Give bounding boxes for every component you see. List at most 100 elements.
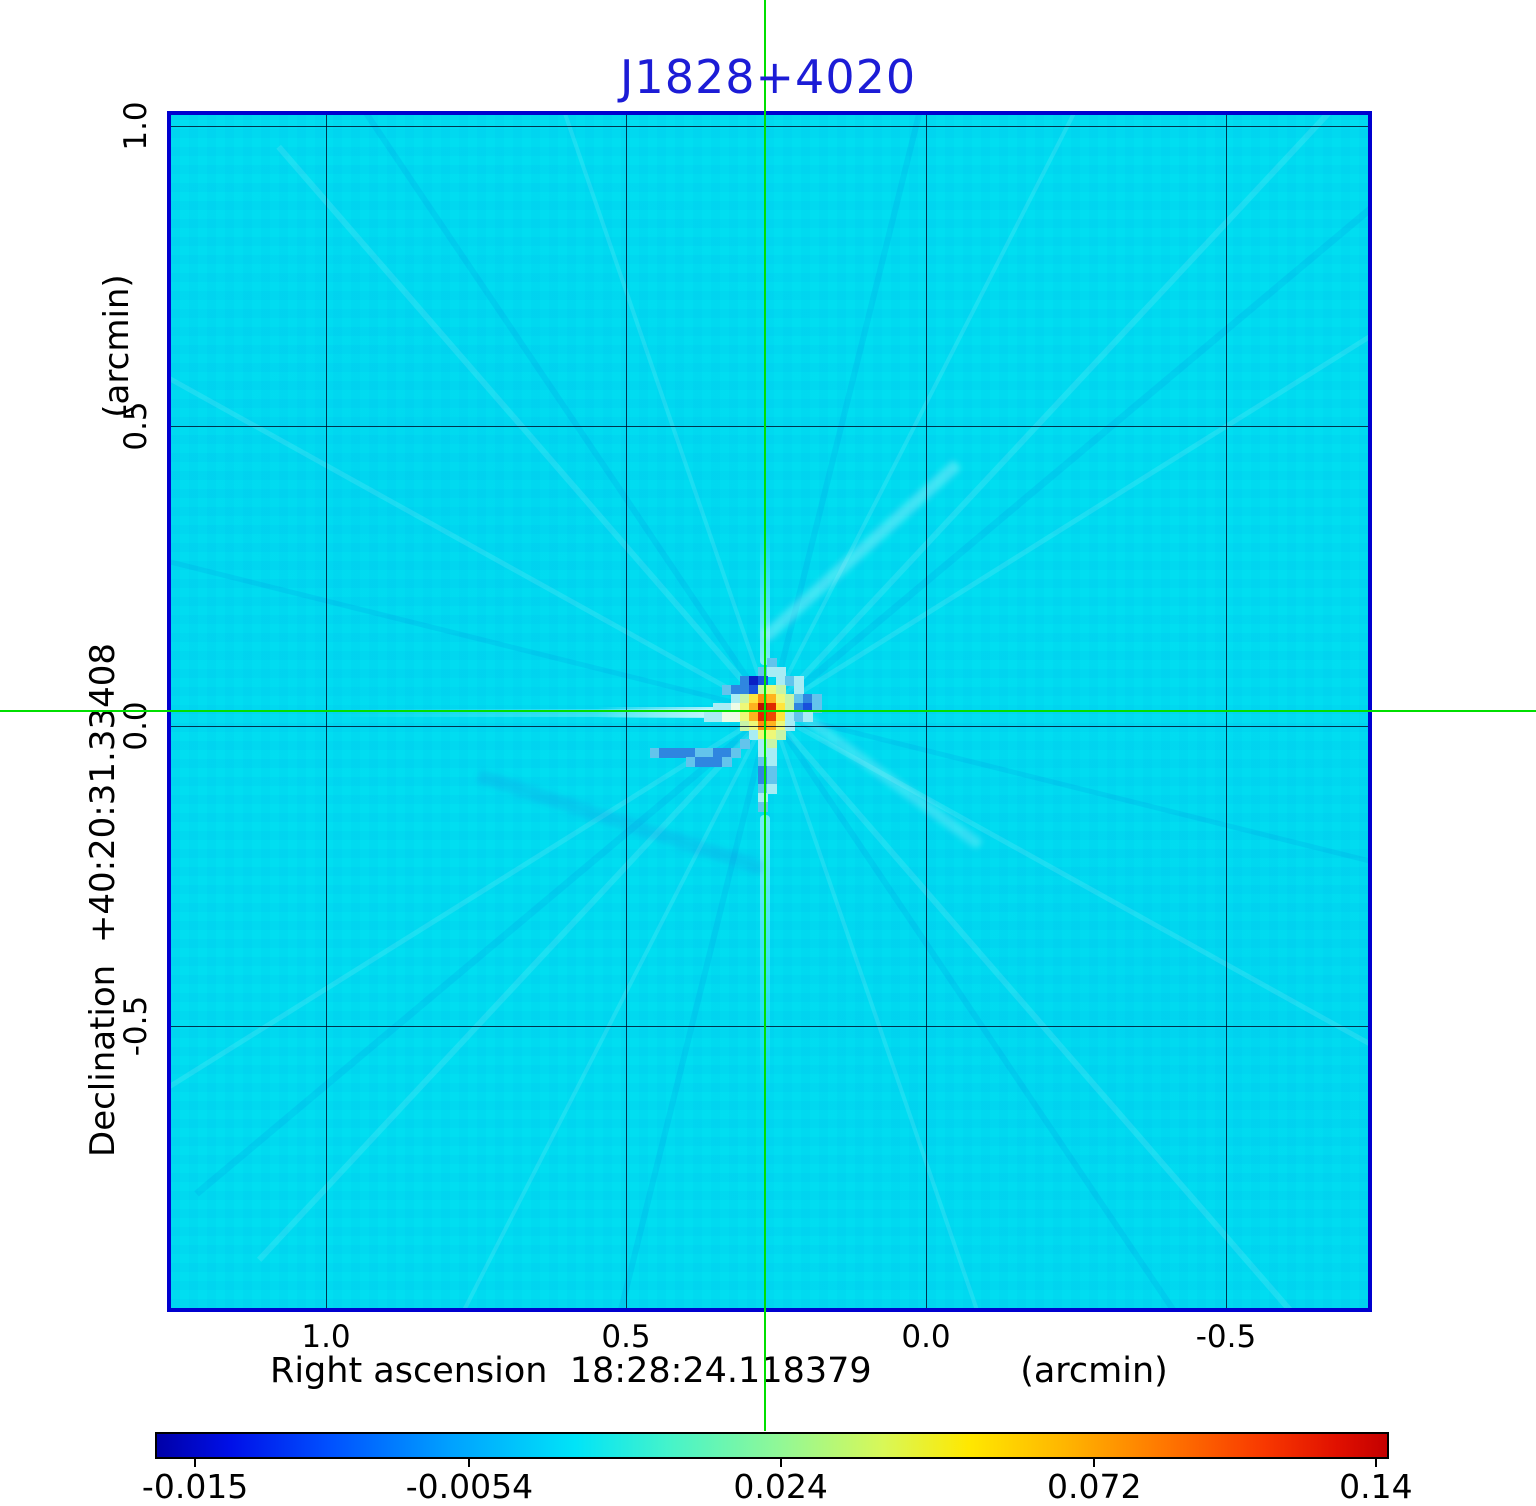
image-pixel-cell: [776, 730, 786, 740]
image-pixel-cell: [767, 703, 777, 713]
image-pixel-cell: [677, 748, 687, 758]
image-pixel-cell: [758, 703, 768, 713]
image-pixel-cell: [767, 766, 777, 776]
x-tick-label: 0.0: [901, 1319, 951, 1355]
grid-line-horizontal: [171, 726, 1368, 727]
image-pixel-cell: [722, 703, 732, 713]
image-pixel-cell: [758, 766, 768, 776]
grid-line-horizontal: [171, 426, 1368, 427]
image-pixel-cell: [749, 712, 759, 722]
colorbar-tick-mark: [1093, 1459, 1096, 1467]
image-pixel-cell: [776, 685, 786, 695]
image-pixel-cell: [686, 748, 696, 758]
image-pixel-cell: [740, 703, 750, 713]
image-pixel-cell: [776, 667, 786, 677]
x-tick-label: 0.5: [601, 1319, 651, 1355]
image-pixel-cell: [731, 694, 741, 704]
image-pixel-cell: [758, 793, 768, 803]
image-pixel-cell: [740, 712, 750, 722]
image-pixel-cell: [794, 694, 804, 704]
image-pixel-cell: [713, 757, 723, 767]
image-pixel-cell: [794, 685, 804, 695]
x-tick-label: 1.0: [301, 1319, 351, 1355]
image-pixel-cell: [731, 712, 741, 722]
grid-line-horizontal: [171, 126, 1368, 127]
colorbar-tick-mark: [468, 1459, 471, 1467]
image-pixel-cell: [749, 703, 759, 713]
image-pixel-cell: [740, 694, 750, 704]
crosshair-vertical-line: [764, 0, 766, 1431]
image-pixel-cell: [758, 784, 768, 794]
image-pixel-cell: [758, 712, 768, 722]
colorbar-tick-mark: [194, 1459, 197, 1467]
image-pixel-cell: [758, 694, 768, 704]
image-pixel-cell: [776, 703, 786, 713]
image-pixel-cell: [758, 775, 768, 785]
image-pixel-cell: [776, 676, 786, 686]
colorbar-tick-label: 0.072: [1047, 1467, 1142, 1506]
image-pixel-cell: [785, 676, 795, 686]
image-pixel-cell: [704, 757, 714, 767]
image-pixel-cell: [731, 685, 741, 695]
image-pixel-cell: [749, 730, 759, 740]
image-pixel-cell: [659, 748, 669, 758]
colorbar: [155, 1432, 1389, 1459]
figure-title: J1828+4020: [619, 50, 917, 104]
image-pixel-cell: [785, 721, 795, 731]
image-pixel-cell: [686, 757, 696, 767]
image-pixel-cell: [767, 667, 777, 677]
colorbar-tick-label: -0.0054: [405, 1467, 534, 1506]
image-pixel-cell: [767, 784, 777, 794]
image-pixel-cell: [740, 721, 750, 731]
image-pixel-cell: [695, 757, 705, 767]
image-pixel-cell: [731, 703, 741, 713]
image-pixel-cell: [785, 703, 795, 713]
image-pixel-cell: [812, 694, 822, 704]
image-pixel-cell: [794, 703, 804, 713]
image-pixel-cell: [767, 739, 777, 749]
image-pixel-cell: [749, 694, 759, 704]
image-pixel-cell: [794, 712, 804, 722]
image-pixel-cell: [767, 757, 777, 767]
colorbar-tick-label: -0.015: [141, 1467, 249, 1506]
image-pixel-cell: [785, 712, 795, 722]
image-pixel-cell: [776, 721, 786, 731]
image-pixel-cell: [803, 712, 813, 722]
image-pixel-cell: [803, 703, 813, 713]
image-pixel-cell: [668, 748, 678, 758]
image-pixel-cell: [794, 676, 804, 686]
colorbar-tick-label: 0.024: [733, 1467, 828, 1506]
image-pixel-cell: [758, 757, 768, 767]
image-pixel-cell: [704, 748, 714, 758]
image-pixel-cell: [776, 712, 786, 722]
image-pixel-cell: [740, 685, 750, 695]
x-axis-label: Right ascension 18:28:24.118379: [270, 1351, 872, 1391]
image-pixel-cell: [740, 676, 750, 686]
y-tick-label: -0.5: [118, 995, 154, 1057]
image-pixel-cell: [713, 712, 723, 722]
y-tick-label: 0.0: [118, 701, 154, 751]
image-pixel-cell: [758, 721, 768, 731]
image-pixel-cell: [758, 730, 768, 740]
image-pixel-cell: [758, 667, 768, 677]
image-pixel-cell: [803, 694, 813, 704]
image-pixel-cell: [749, 676, 759, 686]
colorbar-tick-mark: [1374, 1459, 1377, 1467]
colorbar-tick-mark: [779, 1459, 782, 1467]
image-pixel-cell: [722, 748, 732, 758]
image-pixel-cell: [812, 703, 822, 713]
image-pixel-cell: [713, 748, 723, 758]
grid-line-horizontal: [171, 1026, 1368, 1027]
image-pixel-cell: [758, 685, 768, 695]
x-axis-unit-label: (arcmin): [1020, 1351, 1168, 1391]
image-pixel-cell: [722, 712, 732, 722]
image-pixel-cell: [758, 802, 768, 812]
image-pixel-cell: [704, 712, 714, 722]
image-pixel-cell: [767, 712, 777, 722]
colorbar-tick-label: 0.14: [1339, 1467, 1413, 1506]
x-tick-label: -0.5: [1195, 1319, 1257, 1355]
image-pixel-cell: [749, 721, 759, 731]
image-pixel-cell: [767, 748, 777, 758]
image-pixel-cell: [767, 694, 777, 704]
image-pixel-cell: [767, 775, 777, 785]
